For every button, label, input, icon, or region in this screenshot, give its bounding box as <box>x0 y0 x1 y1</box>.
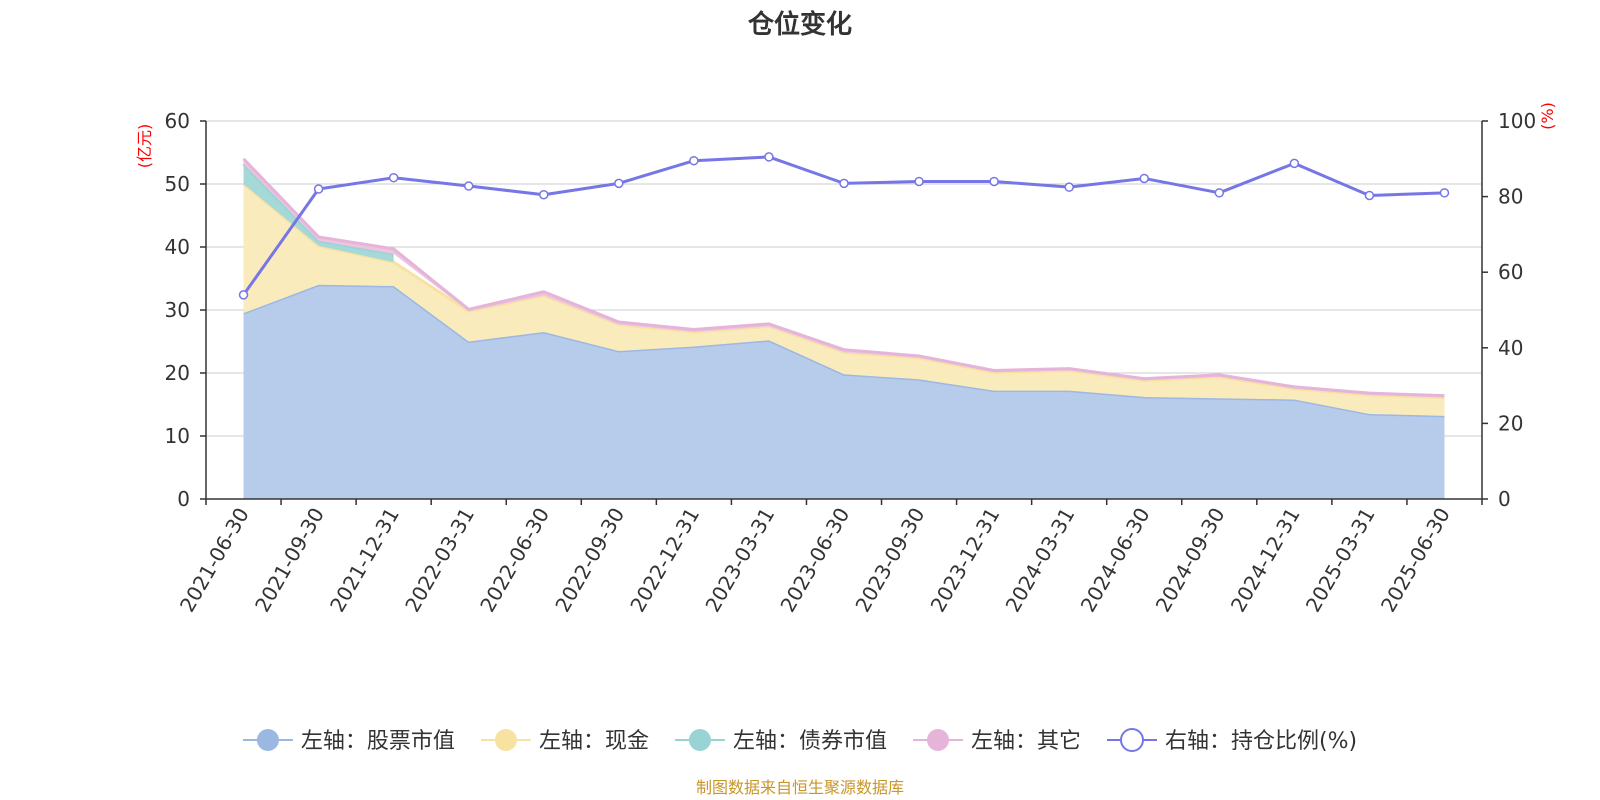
ratio-point-2022-12-31 <box>689 155 699 166</box>
ratio-point-2025-03-31 <box>1364 190 1375 201</box>
legend-label: 左轴：股票市值 <box>301 729 455 754</box>
x-tick-label-2023-06-30: 2023-06-30 <box>775 504 854 617</box>
left-tick-label-10: 10 <box>165 424 190 448</box>
ratio-point-2023-09-30 <box>914 176 924 187</box>
right-tick-label-100: 100 <box>1498 109 1536 133</box>
x-tick-label-2022-12-31: 2022-12-31 <box>625 504 704 617</box>
legend-icon-2 <box>688 729 711 751</box>
ratio-point-2022-09-30 <box>614 178 624 189</box>
x-tick-label-2024-09-30: 2024-09-30 <box>1151 504 1230 617</box>
legend-icon-4 <box>1119 728 1144 752</box>
x-tick-label-2021-09-30: 2021-09-30 <box>250 504 329 617</box>
right-axis-unit: (%) <box>1538 102 1557 130</box>
position-ratio-line <box>238 152 1450 300</box>
legend-icon-0 <box>256 729 279 751</box>
legend-label: 左轴：现金 <box>539 729 649 754</box>
ratio-point-2021-06-30 <box>238 290 249 300</box>
area-fill-series-0-0 <box>243 284 1445 499</box>
stacked-areas <box>242 157 1445 499</box>
left-tick-label-30: 30 <box>165 298 190 322</box>
right-tick-label-0: 0 <box>1498 487 1511 511</box>
ratio-point-2024-06-30 <box>1139 173 1149 184</box>
legend-icon-1 <box>494 729 517 751</box>
ratio-point-2025-06-30 <box>1439 188 1450 198</box>
ratio-point-2024-03-31 <box>1064 182 1074 192</box>
ratio-point-2022-03-31 <box>463 181 474 191</box>
ratio-point-2022-06-30 <box>539 189 549 200</box>
chart-title: 仓位变化 <box>747 9 852 40</box>
left-axis-unit: (亿元) <box>135 124 154 169</box>
x-tick-label-2021-06-30: 2021-06-30 <box>175 504 254 617</box>
area-edge-series-2-0 <box>242 162 394 256</box>
legend-label: 左轴：债券市值 <box>733 729 887 754</box>
legend-label: 左轴：其它 <box>971 729 1081 754</box>
x-tick-label-2023-12-31: 2023-12-31 <box>926 504 1005 617</box>
x-tick-label-2023-09-30: 2023-09-30 <box>850 504 929 617</box>
x-tick-label-2022-03-31: 2022-03-31 <box>400 504 479 617</box>
ratio-point-2021-12-31 <box>388 172 399 183</box>
ratio-point-2023-03-31 <box>764 152 774 162</box>
right-tick-label-20: 20 <box>1498 411 1523 435</box>
ratio-point-2023-12-31 <box>989 176 999 187</box>
left-tick-label-40: 40 <box>165 235 190 259</box>
x-tick-label-2025-06-30: 2025-06-30 <box>1376 504 1455 617</box>
x-tick-label-2024-12-31: 2024-12-31 <box>1226 504 1305 617</box>
left-tick-label-0: 0 <box>177 487 190 511</box>
right-tick-label-40: 40 <box>1498 336 1523 360</box>
x-tick-label-2023-03-31: 2023-03-31 <box>700 504 779 617</box>
left-tick-label-50: 50 <box>165 172 190 196</box>
ratio-point-2024-09-30 <box>1214 188 1225 198</box>
ratio-point-2023-06-30 <box>839 178 849 189</box>
ratio-point-2024-12-31 <box>1289 158 1300 169</box>
x-tick-label-2024-06-30: 2024-06-30 <box>1076 504 1155 617</box>
x-tick-label-2024-03-31: 2024-03-31 <box>1001 504 1080 617</box>
source-note: 制图数据来自恒生聚源数据库 <box>696 778 904 797</box>
legend-label: 右轴：持仓比例(%) <box>1165 729 1357 754</box>
right-tick-label-60: 60 <box>1498 260 1523 284</box>
left-tick-label-60: 60 <box>165 109 190 133</box>
x-tick-label-2022-06-30: 2022-06-30 <box>475 504 554 617</box>
ratio-point-2021-09-30 <box>313 184 324 194</box>
x-tick-label-2021-12-31: 2021-12-31 <box>325 504 404 617</box>
right-tick-label-80: 80 <box>1498 185 1523 209</box>
x-tick-label-2025-03-31: 2025-03-31 <box>1301 504 1380 617</box>
legend-icon-3 <box>926 729 949 751</box>
legend: 左轴：股票市值 左轴：现金 左轴：债券市值 左轴：其它 右轴：持仓比例(%) <box>242 728 1357 754</box>
area-edge-series-3-0 <box>242 157 1445 398</box>
x-tick-label-2022-09-30: 2022-09-30 <box>550 504 629 617</box>
left-tick-label-20: 20 <box>165 361 190 385</box>
